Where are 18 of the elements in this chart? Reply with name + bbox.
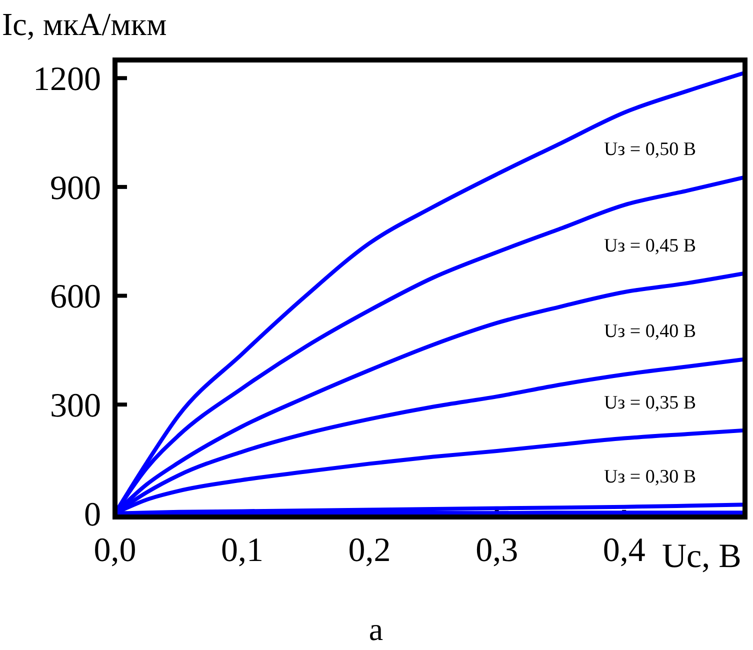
series-label: Uз = 0,50 В (604, 139, 696, 160)
x-tick-label: 0,2 (348, 532, 391, 570)
x-tick-label: 0,3 (476, 532, 518, 570)
series-label: Uз = 0,35 В (604, 392, 696, 414)
x-tick-label: 0,0 (94, 532, 136, 570)
y-tick-label: 0 (84, 496, 101, 534)
y-tick-label: 1200 (33, 61, 101, 98)
series-label: Uз = 0,30 В (604, 466, 696, 488)
y-tick-label: 600 (50, 278, 101, 316)
y-tick-label: 300 (50, 387, 101, 424)
x-axis-title: Uc, В (662, 538, 742, 575)
y-axis-title: Ic, мкА/мкм (2, 6, 167, 42)
text: а (368, 611, 384, 647)
x-tick-label: 0,1 (221, 532, 264, 570)
series-label: Uз = 0,40 В (604, 321, 696, 342)
x-tick-label: 0,4 (602, 532, 646, 570)
series-label: Uз = 0,45 В (604, 235, 696, 256)
y-tick-label: 900 (50, 170, 101, 207)
